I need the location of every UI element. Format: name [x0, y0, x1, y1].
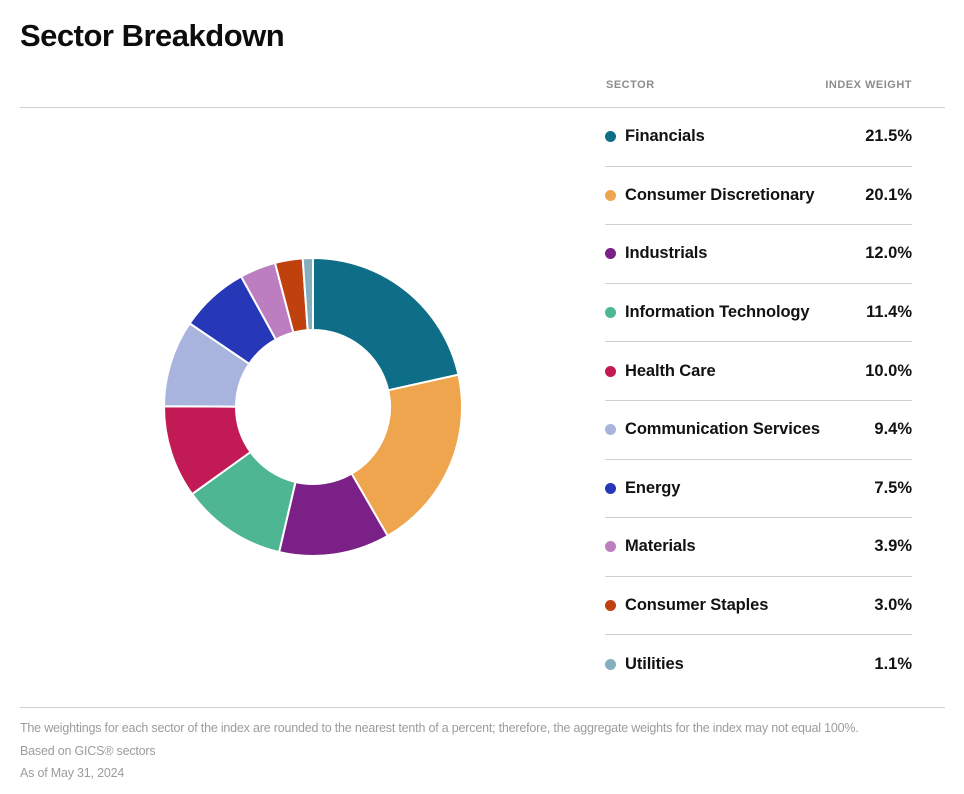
table-row: Materials 3.9% [605, 518, 912, 577]
sector-weight-value: 3.0% [874, 596, 912, 615]
sector-color-bullet-icon [605, 541, 616, 553]
sector-donut-chart [158, 252, 468, 562]
footer-divider [20, 707, 945, 708]
sector-weight-value: 11.4% [866, 303, 912, 322]
table-row: Communication Services 9.4% [605, 401, 912, 460]
table-row: Utilities 1.1% [605, 635, 912, 693]
sector-color-bullet-icon [605, 189, 616, 201]
sector-weight-value: 3.9% [874, 537, 912, 556]
sector-name: Energy [625, 478, 681, 497]
sector-name: Materials [625, 537, 696, 556]
sector-name: Consumer Staples [625, 596, 769, 615]
sector-name: Financials [625, 127, 705, 146]
table-row: Health Care 10.0% [605, 342, 912, 401]
sector-weight-value: 20.1% [865, 185, 912, 204]
table-row: Financials 21.5% [605, 108, 912, 167]
donut-segment-financials [312, 257, 460, 392]
table-row: Information Technology 11.4% [605, 284, 912, 343]
footnote-as-of-date: As of May 31, 2024 [20, 766, 125, 780]
sector-weight-value: 9.4% [874, 420, 912, 439]
sector-color-bullet-icon [605, 365, 616, 377]
sector-name: Information Technology [625, 303, 810, 322]
donut-segment-utilities [301, 257, 314, 332]
sector-color-bullet-icon [605, 131, 616, 143]
footnote-rounding-disclaimer: The weightings for each sector of the in… [20, 721, 859, 735]
sector-weight-value: 12.0% [865, 244, 912, 263]
sector-color-bullet-icon [605, 482, 616, 494]
sector-color-bullet-icon [605, 424, 616, 436]
page-title: Sector Breakdown [20, 18, 285, 53]
sector-color-bullet-icon [605, 248, 616, 260]
donut-chart-svg [162, 257, 463, 557]
donut-segment-consumer-discretionary [350, 373, 463, 537]
sector-color-bullet-icon [605, 307, 616, 319]
sector-weight-value: 21.5% [865, 127, 912, 146]
column-header-sector: SECTOR [606, 79, 655, 91]
sector-name: Utilities [625, 654, 684, 673]
column-header-index-weight: INDEX WEIGHT [825, 79, 912, 91]
sector-color-bullet-icon [605, 600, 616, 612]
sector-name: Industrials [625, 244, 708, 263]
footnote-gics-source: Based on GICS® sectors [20, 744, 156, 758]
table-row: Consumer Discretionary 20.1% [605, 167, 912, 226]
sector-color-bullet-icon [605, 658, 616, 670]
sector-table: Financials 21.5% Consumer Discretionary 20.… [605, 108, 912, 693]
table-row: Energy 7.5% [605, 460, 912, 519]
sector-weight-value: 1.1% [874, 654, 912, 673]
sector-weight-value: 10.0% [865, 361, 912, 380]
sector-name: Consumer Discretionary [625, 185, 815, 204]
sector-name: Health Care [625, 361, 716, 380]
table-row: Consumer Staples 3.0% [605, 577, 912, 636]
sector-name: Communication Services [625, 420, 820, 439]
table-row: Industrials 12.0% [605, 225, 912, 284]
sector-weight-value: 7.5% [874, 478, 912, 497]
header-divider [20, 107, 945, 108]
